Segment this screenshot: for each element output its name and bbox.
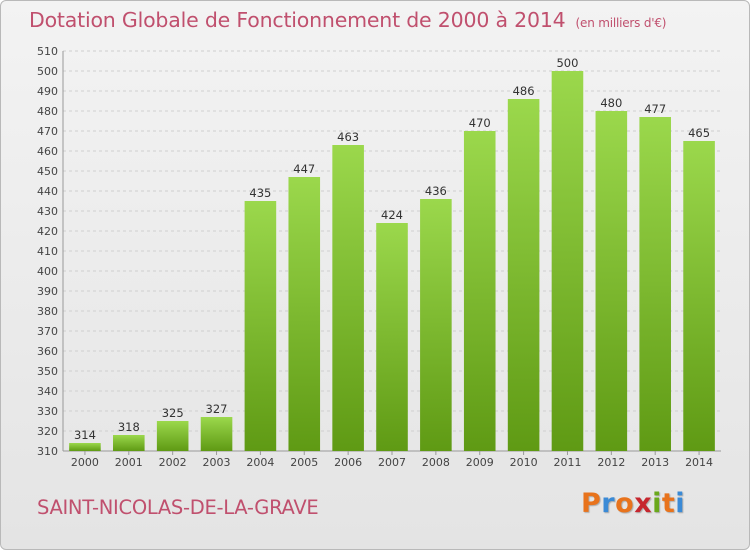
bar (683, 141, 715, 451)
x-tick-label: 2009 (466, 456, 494, 469)
y-tick-label: 390 (37, 285, 58, 298)
y-tick-label: 510 (37, 45, 58, 58)
data-label: 447 (293, 162, 315, 176)
y-tick-label: 480 (37, 105, 58, 118)
y-tick-label: 490 (37, 85, 58, 98)
logo-letter: i (675, 488, 686, 519)
data-label: 465 (688, 126, 710, 140)
data-label: 314 (74, 428, 96, 442)
data-label: 463 (337, 130, 359, 144)
data-label: 327 (206, 402, 228, 416)
logo-letter: i (652, 488, 662, 519)
bar (507, 99, 540, 451)
data-label: 424 (381, 208, 403, 222)
y-tick-label: 450 (37, 165, 58, 178)
data-label: 435 (249, 186, 271, 200)
y-tick-label: 440 (37, 185, 58, 198)
y-tick-label: 400 (37, 265, 58, 278)
x-tick-label: 2001 (115, 456, 143, 469)
data-label: 470 (469, 116, 491, 130)
chart-title: Dotation Globale de Fonctionnement de 20… (29, 8, 666, 32)
data-label: 480 (600, 96, 622, 110)
x-tick-label: 2012 (597, 456, 625, 469)
bar (244, 201, 277, 451)
x-tick-label: 2004 (246, 456, 274, 469)
logo-letter: P (581, 488, 602, 519)
bar (463, 131, 496, 451)
bar (376, 223, 408, 451)
data-label: 486 (513, 84, 535, 98)
bar (639, 117, 671, 451)
bar (595, 111, 628, 451)
bar (288, 177, 321, 451)
bar (200, 417, 233, 451)
x-tick-label: 2013 (641, 456, 669, 469)
y-tick-label: 370 (37, 325, 58, 338)
logo-letter: r (601, 488, 616, 519)
x-tick-label: 2008 (422, 456, 450, 469)
commune-name: SAINT-NICOLAS-DE-LA-GRAVE (37, 496, 319, 519)
x-tick-label: 2005 (290, 456, 318, 469)
y-tick-label: 420 (37, 225, 58, 238)
bar (332, 145, 364, 451)
y-tick-label: 350 (37, 365, 58, 378)
proxiti-logo: Proxiti (581, 488, 685, 519)
x-tick-label: 2011 (553, 456, 581, 469)
y-tick-label: 340 (37, 385, 58, 398)
y-tick-label: 320 (37, 425, 58, 438)
x-tick-label: 2002 (159, 456, 187, 469)
logo-letter: t (661, 488, 676, 519)
x-tick-label: 2000 (71, 456, 99, 469)
y-tick-label: 460 (37, 145, 58, 158)
data-label: 325 (162, 406, 184, 420)
logo-letter: o (615, 488, 635, 519)
data-label: 477 (644, 102, 666, 116)
x-tick-label: 2007 (378, 456, 406, 469)
logo-letter: x (634, 488, 653, 519)
y-tick-label: 430 (37, 205, 58, 218)
bar (156, 421, 189, 451)
y-tick-label: 470 (37, 125, 58, 138)
x-tick-label: 2003 (203, 456, 231, 469)
y-tick-label: 500 (37, 65, 58, 78)
y-tick-label: 360 (37, 345, 58, 358)
data-label: 500 (556, 56, 578, 70)
data-label: 436 (425, 184, 447, 198)
x-tick-label: 2006 (334, 456, 362, 469)
bar (420, 199, 452, 451)
unit-label: (en milliers d'€) (575, 16, 667, 30)
x-tick-label: 2010 (510, 456, 538, 469)
bar (113, 435, 145, 451)
data-label: 318 (118, 420, 140, 434)
x-tick-label: 2014 (685, 456, 713, 469)
y-tick-label: 380 (37, 305, 58, 318)
y-tick-label: 330 (37, 405, 58, 418)
bar (551, 71, 584, 451)
y-tick-label: 310 (37, 445, 58, 458)
y-tick-label: 410 (37, 245, 58, 258)
bar (69, 443, 101, 451)
title-text: Dotation Globale de Fonctionnement de 20… (29, 8, 566, 32)
